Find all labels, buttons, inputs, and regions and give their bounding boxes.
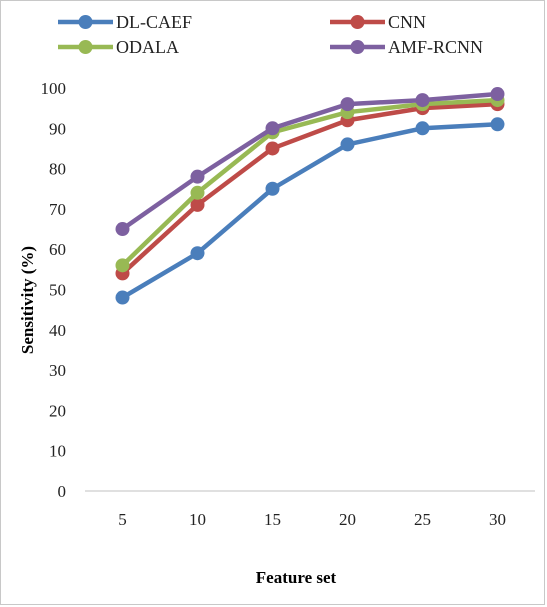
series-amf-rcnn xyxy=(115,87,505,237)
y-tick-label: 100 xyxy=(41,79,67,98)
y-tick-label: 30 xyxy=(49,361,66,380)
x-tick-label: 20 xyxy=(339,510,356,529)
data-point xyxy=(190,169,205,184)
legend-label: CNN xyxy=(388,12,426,32)
y-tick-label: 10 xyxy=(49,442,66,461)
data-point xyxy=(265,181,280,196)
x-tick-label: 5 xyxy=(118,510,127,529)
x-tick-label: 10 xyxy=(189,510,206,529)
legend-item: AMF-RCNN xyxy=(330,37,483,57)
x-axis-ticks: 5 10 15 20 25 30 xyxy=(118,510,506,529)
y-tick-label: 20 xyxy=(49,401,66,420)
y-tick-label: 0 xyxy=(58,482,67,501)
y-tick-label: 90 xyxy=(49,119,66,138)
legend-item: DL-CAEF xyxy=(58,12,192,32)
y-tick-label: 60 xyxy=(49,240,66,259)
legend-label: AMF-RCNN xyxy=(388,37,483,57)
series-line xyxy=(121,91,498,231)
data-point xyxy=(265,141,280,156)
y-tick-label: 80 xyxy=(49,160,66,179)
y-axis-title: Sensitivity (%) xyxy=(18,246,37,354)
data-point xyxy=(115,258,130,273)
y-tick-label: 50 xyxy=(49,281,66,300)
data-point xyxy=(115,290,130,305)
data-point xyxy=(265,121,280,136)
x-tick-label: 30 xyxy=(489,510,506,529)
data-point xyxy=(340,97,355,112)
data-point xyxy=(190,185,205,200)
y-tick-label: 40 xyxy=(49,321,66,340)
y-axis-ticks: 0 10 20 30 40 50 60 70 80 90 100 xyxy=(41,79,67,501)
data-point xyxy=(115,222,130,237)
data-point xyxy=(415,121,430,136)
legend-label: DL-CAEF xyxy=(116,12,192,32)
legend-marker xyxy=(350,40,365,54)
y-tick-label: 70 xyxy=(49,200,66,219)
x-axis-title: Feature set xyxy=(256,568,337,587)
series-cnn xyxy=(115,97,505,281)
legend-item: CNN xyxy=(330,12,426,32)
x-tick-label: 25 xyxy=(414,510,431,529)
legend: DL-CAEF CNN ODALA AMF-RCNN xyxy=(58,12,483,57)
legend-marker xyxy=(78,40,93,54)
data-point xyxy=(340,137,355,152)
data-point xyxy=(190,197,205,212)
legend-marker xyxy=(78,15,93,29)
series-line xyxy=(121,122,498,300)
series-dl-caef xyxy=(115,117,505,305)
data-point xyxy=(490,87,505,102)
data-point xyxy=(190,246,205,261)
data-point xyxy=(490,117,505,132)
legend-marker xyxy=(350,15,365,29)
series-line xyxy=(120,101,498,276)
series-odala xyxy=(115,93,505,273)
legend-label: ODALA xyxy=(116,37,179,57)
series-line xyxy=(120,97,498,267)
data-point xyxy=(415,93,430,108)
series-group xyxy=(115,87,505,305)
legend-item: ODALA xyxy=(58,37,179,57)
x-tick-label: 15 xyxy=(264,510,281,529)
